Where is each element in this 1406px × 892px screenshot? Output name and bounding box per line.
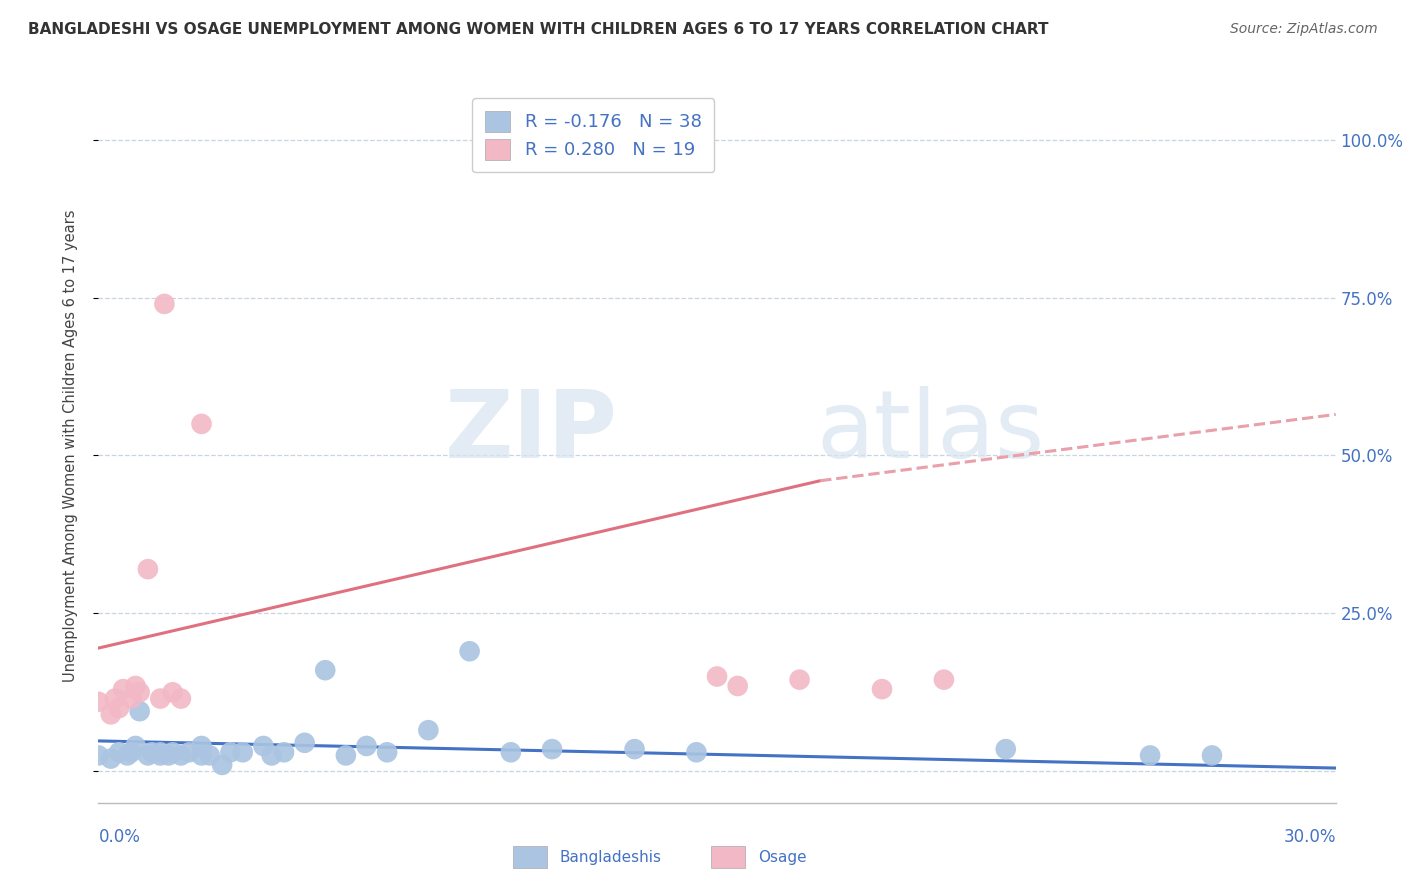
Point [149, 748, 172, 763]
Point [870, 682, 893, 697]
Point [190, 739, 212, 753]
Point [100, 707, 122, 722]
Point [87, 748, 110, 763]
Point [149, 745, 172, 759]
Text: ZIP: ZIP [446, 385, 619, 478]
Point [499, 745, 522, 759]
Text: atlas: atlas [815, 385, 1045, 478]
Text: BANGLADESHI VS OSAGE UNEMPLOYMENT AMONG WOMEN WITH CHILDREN AGES 6 TO 17 YEARS C: BANGLADESHI VS OSAGE UNEMPLOYMENT AMONG … [28, 22, 1049, 37]
Point [124, 679, 146, 693]
Point [128, 685, 150, 699]
Point [100, 751, 122, 765]
Point [375, 745, 398, 759]
Point [932, 673, 955, 687]
Point [104, 691, 127, 706]
Text: 30.0%: 30.0% [1284, 828, 1336, 846]
Point [120, 691, 142, 706]
Point [117, 748, 139, 763]
Point [727, 679, 749, 693]
Legend: R = -0.176   N = 38, R = 0.280   N = 19: R = -0.176 N = 38, R = 0.280 N = 19 [472, 98, 714, 172]
Point [190, 748, 212, 763]
Y-axis label: Unemployment Among Women with Children Ages 6 to 17 years: Unemployment Among Women with Children A… [63, 210, 77, 682]
Point [219, 745, 242, 759]
Point [335, 748, 357, 763]
Point [108, 745, 131, 759]
Point [124, 739, 146, 753]
Point [314, 663, 336, 677]
Point [170, 748, 193, 763]
Point [190, 417, 212, 431]
Point [179, 745, 201, 759]
Point [162, 685, 184, 699]
FancyBboxPatch shape [711, 847, 745, 869]
Point [170, 691, 193, 706]
Point [120, 745, 142, 759]
Point [789, 673, 811, 687]
Point [541, 742, 564, 756]
Point [136, 748, 159, 763]
Point [108, 701, 131, 715]
Point [418, 723, 440, 738]
Point [162, 745, 184, 759]
Point [153, 297, 176, 311]
Point [273, 745, 295, 759]
Point [149, 691, 172, 706]
Point [252, 739, 274, 753]
Point [157, 748, 180, 763]
Text: Osage: Osage [758, 850, 807, 865]
Point [141, 745, 163, 759]
Point [211, 758, 233, 772]
Text: 0.0%: 0.0% [98, 828, 141, 846]
Point [87, 695, 110, 709]
Point [294, 736, 316, 750]
Point [136, 562, 159, 576]
FancyBboxPatch shape [513, 847, 547, 869]
Point [356, 739, 378, 753]
Text: Bangladeshis: Bangladeshis [560, 850, 662, 865]
Point [1201, 748, 1223, 763]
Point [198, 748, 221, 763]
Point [458, 644, 481, 658]
Point [685, 745, 707, 759]
Point [112, 682, 135, 697]
Point [232, 745, 254, 759]
Point [128, 704, 150, 718]
Point [1139, 748, 1161, 763]
Point [623, 742, 645, 756]
Point [260, 748, 283, 763]
Text: Source: ZipAtlas.com: Source: ZipAtlas.com [1230, 22, 1378, 37]
Point [706, 669, 728, 683]
Point [994, 742, 1017, 756]
